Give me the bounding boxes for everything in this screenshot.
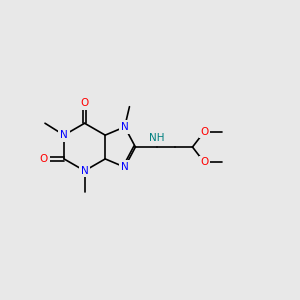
Text: O: O [80,98,89,108]
Text: O: O [200,158,208,167]
Text: N: N [121,162,129,172]
Text: N: N [60,130,68,140]
Text: O: O [200,127,208,136]
Text: NH: NH [149,133,165,143]
Text: N: N [121,122,129,132]
Text: N: N [81,166,88,176]
Text: O: O [40,154,48,164]
